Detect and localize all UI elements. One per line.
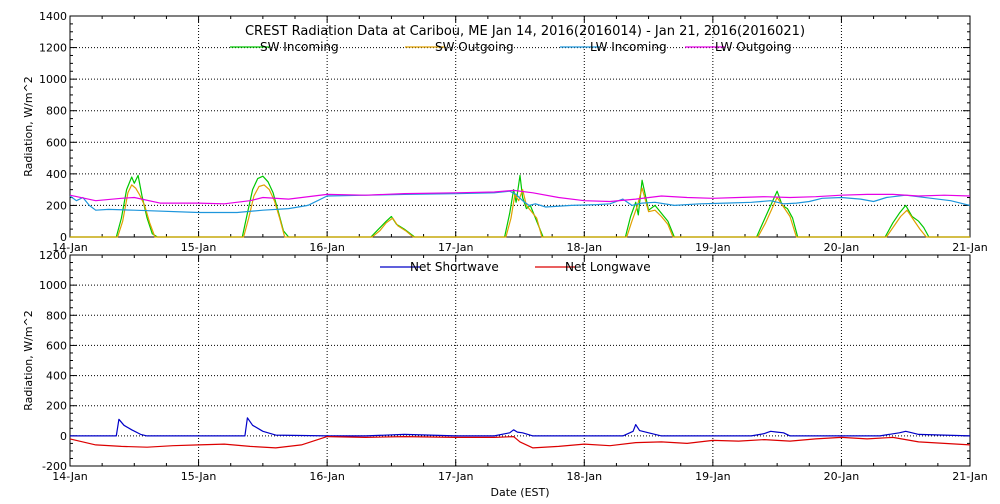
y-tick-label: 1400 [39, 10, 67, 23]
x-tick-label: 17-Jan [438, 470, 474, 483]
y-axis-label: Radiation, W/m^2 [22, 76, 35, 177]
x-tick-label: 21-Jan [952, 241, 988, 254]
x-axis-label: Date (EST) [490, 486, 549, 499]
x-tick-label: 17-Jan [438, 241, 474, 254]
x-tick-label: 18-Jan [567, 241, 603, 254]
y-tick-label: 800 [46, 105, 67, 118]
series-line-lw-incoming [69, 190, 971, 214]
y-tick-label: 1000 [39, 279, 67, 292]
x-tick-label: 14-Jan [52, 470, 88, 483]
y-tick-label: 0 [60, 430, 67, 443]
series-line-sw-outgoing [70, 184, 970, 238]
y-tick-label: 1200 [39, 249, 67, 262]
y-tick-label: 1000 [39, 73, 67, 86]
x-tick-label: 16-Jan [309, 241, 345, 254]
legend-label: SW Outgoing [435, 40, 514, 54]
y-tick-label: 600 [46, 339, 67, 352]
y-tick-label: 1200 [39, 42, 67, 55]
x-tick-label: 19-Jan [695, 241, 731, 254]
x-tick-label: 20-Jan [824, 470, 860, 483]
legend-label: Net Longwave [565, 260, 651, 274]
y-tick-label: 400 [46, 370, 67, 383]
series-line-sw-incoming [70, 174, 970, 238]
x-tick-label: 18-Jan [567, 470, 603, 483]
y-tick-label: 200 [46, 400, 67, 413]
legend-label: SW Incoming [260, 40, 339, 54]
y-tick-label: 600 [46, 136, 67, 149]
x-tick-label: 15-Jan [181, 241, 217, 254]
series-line-net-shortwave [70, 417, 971, 437]
chart-panel-2: -200 0 200 400 600 800 1000 1200 14-Jan 15-Jan 16-… [22, 249, 988, 499]
chart-panel-1: 0 200 400 600 800 1000 1200 1400 14-Jan 15-Jan 16-… [22, 10, 988, 254]
y-axis-label: Radiation, W/m^2 [22, 310, 35, 411]
series-line-net-longwave [69, 436, 971, 449]
x-tick-label: 16-Jan [309, 470, 345, 483]
legend-label: Net Shortwave [410, 260, 499, 274]
x-tick-label: 14-Jan [52, 241, 88, 254]
y-tick-label: 400 [46, 168, 67, 181]
legend-label: LW Incoming [590, 40, 667, 54]
y-tick-label: 0 [60, 231, 67, 244]
y-tick-label: -200 [42, 460, 67, 473]
y-tick-label: 200 [46, 199, 67, 212]
x-tick-label: 20-Jan [824, 241, 860, 254]
legend-label: LW Outgoing [715, 40, 792, 54]
x-tick-label: 15-Jan [181, 470, 217, 483]
x-tick-label: 19-Jan [695, 470, 731, 483]
chart-title: CREST Radiation Data at Caribou, ME Jan … [245, 24, 805, 39]
plot-frame [69, 254, 971, 467]
y-tick-label: 800 [46, 309, 67, 322]
x-tick-label: 21-Jan [952, 470, 988, 483]
series-line-lw-outgoing [69, 189, 971, 205]
